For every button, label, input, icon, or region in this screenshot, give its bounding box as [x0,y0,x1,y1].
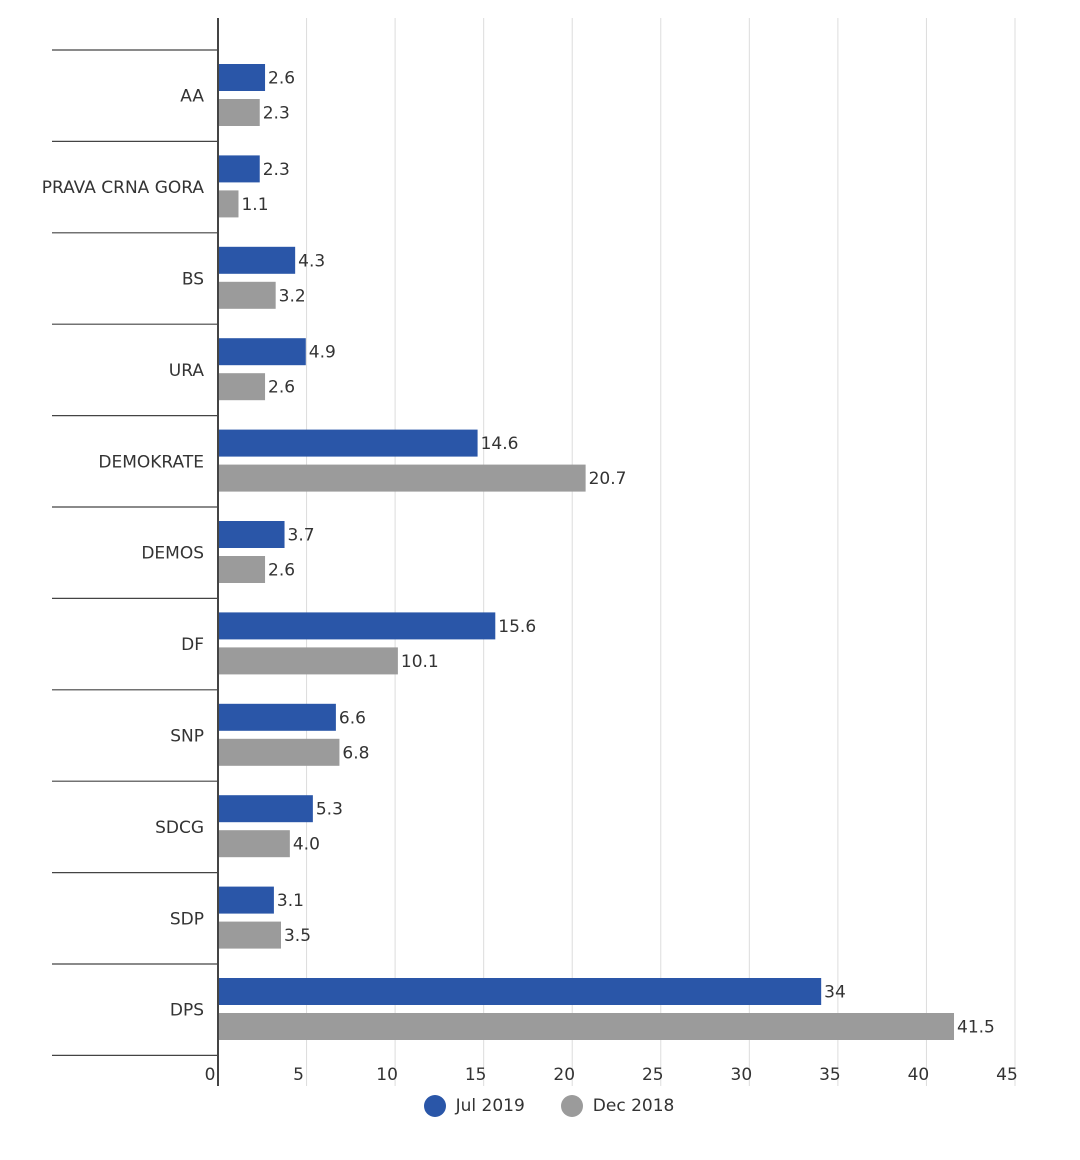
legend-item-series-1[interactable]: Jul 2019 [406,1095,525,1117]
data-label: 5.3 [316,800,343,820]
legend-label-series-1: Jul 2019 [455,1096,525,1116]
bar-series-2 [219,556,266,583]
bar-series-2 [219,647,398,675]
x-tick-label: 40 [908,1065,930,1085]
bar-series-2 [219,921,281,949]
category-label: PRAVA CRNA GORA [42,178,205,198]
data-label: 2.6 [268,69,295,89]
legend-item-series-2[interactable]: Dec 2018 [543,1095,675,1117]
category-label: SDP [170,909,204,929]
data-label: 3.2 [279,286,306,306]
legend-swatch-series-2 [560,1095,583,1117]
data-label: 15.6 [498,617,536,637]
x-tick-label: 35 [819,1065,841,1085]
bar-series-2 [219,99,260,126]
data-label: 4.0 [293,835,320,855]
category-label: DPS [170,1001,204,1021]
bar-series-2 [219,738,340,766]
category-separators [52,49,218,1057]
data-label: 2.3 [263,160,290,180]
data-label: 20.7 [589,469,627,489]
x-tick-label: 10 [376,1065,398,1085]
bar-series-2 [219,373,266,401]
bar-series-1 [219,338,306,366]
data-label: 1.1 [241,195,268,215]
data-label: 2.3 [263,104,290,124]
category-label: DF [181,635,204,655]
category-label: DEMOKRATE [98,452,204,472]
bar-series-2 [219,281,276,309]
bars [219,64,955,1040]
bar-series-1 [219,64,266,91]
x-tick-label: 25 [642,1065,664,1085]
data-label: 10.1 [401,652,439,672]
bar-series-2 [219,1013,955,1040]
legend-swatch-series-1 [423,1095,446,1117]
bar-series-1 [219,978,822,1005]
bar-series-1 [219,612,496,640]
value-labels: 2.6 2.3 2.3 1.1 4.3 3.2 4.9 2.6 14.6 20.7 3.7 2.6 15… [241,69,994,1038]
category-label: SDCG [155,818,204,838]
bar-series-1 [219,795,313,823]
data-label: 3.7 [288,526,315,546]
x-tick-label: 20 [553,1065,575,1085]
bar-series-1 [219,521,285,548]
data-label: 2.6 [268,378,295,398]
x-tick-label: 45 [996,1065,1018,1085]
category-labels: AA PRAVA CRNA GORA BS URA DEMOKRATE DEMOS DF SN… [42,87,205,1021]
x-tick-label: 15 [465,1065,487,1085]
x-tick-label: 5 [293,1065,304,1085]
x-tick-label: 0 [205,1065,216,1085]
category-label: BS [182,270,204,290]
data-label: 34 [824,983,846,1003]
data-label: 3.1 [277,891,304,911]
bar-series-2 [219,190,239,218]
bar-series-1 [219,155,260,183]
category-label: URA [169,361,205,381]
data-label: 2.6 [268,561,295,581]
x-tick-label: 30 [731,1065,753,1085]
bar-series-2 [219,464,586,492]
data-label: 41.5 [957,1018,995,1038]
data-label: 4.3 [298,251,325,271]
data-label: 3.5 [284,926,311,946]
bar-series-1 [219,703,336,731]
category-label: AA [180,87,204,107]
x-tick-labels: 0 5 10 15 20 25 30 35 40 45 [205,1065,1018,1085]
data-label: 6.8 [342,743,369,763]
data-label: 4.9 [309,343,336,363]
legend: Jul 2019 Dec 2018 [0,1095,1080,1117]
data-label: 14.6 [481,434,519,454]
data-label: 6.6 [339,708,366,728]
legend-label-series-2: Dec 2018 [592,1096,675,1116]
bar-series-2 [219,830,290,858]
category-label: SNP [170,727,204,747]
gridlines [306,18,1016,1086]
bar-series-1 [219,246,296,274]
bar-series-1 [219,429,478,457]
category-label: DEMOS [141,544,204,564]
bar-series-1 [219,886,274,914]
